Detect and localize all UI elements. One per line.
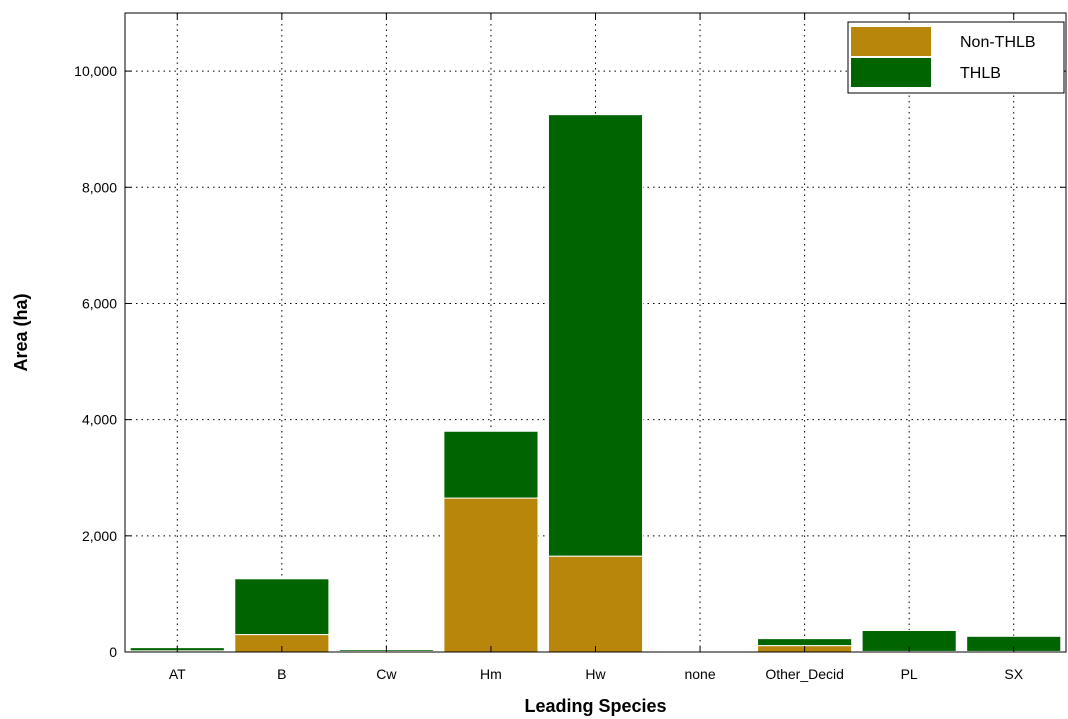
x-tick-label: Other_Decid [765, 666, 844, 682]
x-tick-label: B [277, 666, 286, 682]
bar-thlb-hm [443, 430, 539, 499]
legend-label-thlb: THLB [960, 65, 1001, 82]
bar-thlb-other_decid [757, 638, 853, 647]
legend-swatch-non-thlb [851, 27, 931, 56]
y-axis-title: Area (ha) [11, 293, 31, 371]
bar-thlb-hw [547, 114, 644, 557]
bar-non-thlb-hm [443, 497, 539, 653]
y-ticks: 0 2,000 4,000 6,000 8,000 10,000 [74, 63, 1066, 660]
x-tick-label: Hw [585, 666, 606, 682]
legend: Non-THLB THLB [847, 21, 1065, 94]
legend-label-non-thlb: Non-THLB [960, 34, 1036, 51]
y-tick-label: 10,000 [74, 63, 117, 79]
bars [129, 114, 1062, 653]
x-ticks: AT B Cw Hm Hw none Other_Decid PL SX [169, 13, 1024, 682]
x-axis-title: Leading Species [524, 696, 666, 716]
legend-swatch-thlb [851, 58, 931, 87]
bar-thlb-b [234, 578, 330, 636]
x-tick-label: SX [1004, 666, 1023, 682]
x-tick-label: PL [901, 666, 918, 682]
y-tick-label: 4,000 [82, 412, 117, 428]
x-tick-label: none [684, 666, 715, 682]
x-tick-label: Hm [480, 666, 502, 682]
x-tick-label: AT [169, 666, 186, 682]
y-tick-label: 2,000 [82, 528, 117, 544]
bar-non-thlb-hw [547, 555, 644, 653]
y-tick-label: 8,000 [82, 179, 117, 195]
y-tick-label: 6,000 [82, 295, 117, 311]
y-tick-label: 0 [109, 644, 117, 660]
x-tick-label: Cw [376, 666, 397, 682]
